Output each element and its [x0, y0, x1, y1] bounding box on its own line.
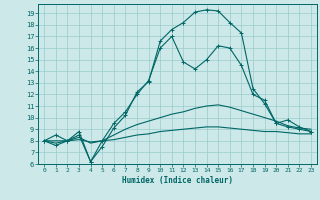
X-axis label: Humidex (Indice chaleur): Humidex (Indice chaleur) [122, 176, 233, 185]
